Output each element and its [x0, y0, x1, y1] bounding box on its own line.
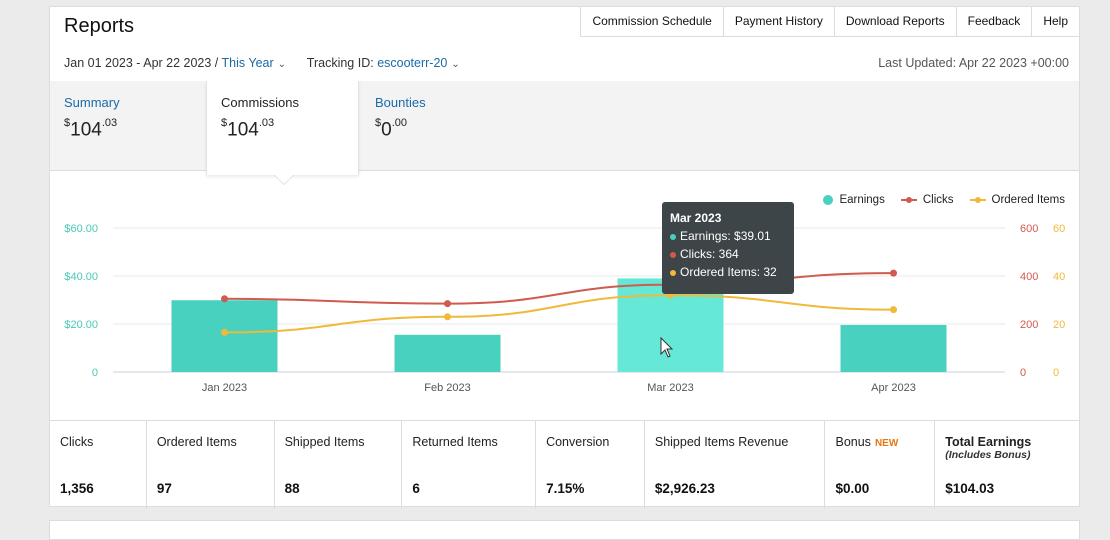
stat-shipped-items: Shipped Items 88	[275, 421, 403, 509]
next-panel	[49, 520, 1080, 540]
tooltip-title: Mar 2023	[670, 211, 722, 225]
nav-help[interactable]: Help	[1031, 7, 1079, 37]
mouse-cursor-icon	[660, 336, 674, 358]
y-right-ordered-tick-label: 60	[1053, 223, 1065, 235]
date-range: Jan 01 2023 - Apr 22 2023 /	[64, 56, 219, 70]
y-left-tick-label: 0	[92, 367, 98, 379]
period-dropdown[interactable]: This Year ⌄	[222, 56, 287, 70]
earnings-chart: 0 $20.00 $40.00 $60.00 0 200 400 600 0 20 40 60 Jan …	[64, 223, 1065, 394]
tracking-id-dropdown[interactable]: escooterr-20 ⌄	[377, 56, 460, 70]
tracking-id-label: Tracking ID:	[306, 56, 374, 70]
ordered-items-point	[890, 306, 897, 314]
earnings-dot-icon	[823, 195, 834, 205]
clicks-point	[890, 269, 897, 277]
y-left-tick-label: $40.00	[64, 271, 98, 283]
page-title: Reports	[64, 15, 135, 37]
ordered-items-point	[444, 313, 451, 321]
legend-clicks[interactable]: Clicks	[900, 194, 954, 206]
ordered-line-icon	[969, 197, 986, 203]
tab-summary[interactable]: Summary $104.03	[50, 81, 206, 171]
nav-commission-schedule[interactable]: Commission Schedule	[580, 7, 723, 37]
tracking-id-value: escooterr-20	[377, 56, 448, 70]
report-tabs: Summary $104.03 Commissions $104.03 Boun…	[50, 81, 1079, 175]
stat-ordered-items: Ordered Items 97	[147, 421, 275, 509]
earnings-bar	[171, 300, 278, 372]
tooltip-earnings: Earnings: $39.01	[670, 229, 786, 243]
x-tick-label: Apr 2023	[871, 382, 916, 394]
y-left-tick-label: $20.00	[64, 319, 98, 331]
tooltip-clicks: Clicks: 364	[670, 247, 786, 261]
nav-payment-history[interactable]: Payment History	[722, 7, 834, 37]
tab-bounties[interactable]: Bounties $0.00	[361, 81, 511, 171]
filters-row: Jan 01 2023 - Apr 22 2023 / This Year ⌄ T…	[64, 56, 460, 70]
new-badge: NEW	[874, 438, 899, 449]
chart-legend: Earnings Clicks Ordered Items	[823, 194, 1065, 206]
x-tick-label: Jan 2023	[202, 382, 247, 394]
earnings-bar	[840, 324, 947, 372]
chevron-down-icon: ⌄	[277, 59, 287, 70]
tab-amount: $104.03	[221, 117, 275, 141]
legend-earnings[interactable]: Earnings	[823, 194, 885, 206]
earnings-bar	[394, 334, 501, 372]
stats-row: Clicks 1,356 Ordered Items 97 Shipped Item…	[50, 420, 1079, 509]
nav-download-reports[interactable]: Download Reports	[833, 7, 956, 37]
y-right-clicks-tick-label: 400	[1020, 271, 1038, 283]
stat-total-earnings: Total Earnings (Includes Bonus) $104.03	[945, 435, 1032, 496]
tab-label: Bounties	[375, 95, 426, 110]
y-right-clicks-tick-label: 200	[1020, 319, 1038, 331]
y-right-ordered-tick-label: 0	[1053, 367, 1059, 379]
last-updated: Last Updated: Apr 22 2023 +00:00	[878, 56, 1069, 70]
stat-shipped-revenue: Shipped Items Revenue $2,926.23	[645, 421, 826, 509]
ordered-items-point	[221, 328, 228, 336]
y-right-ordered-tick-label: 40	[1053, 271, 1065, 283]
y-right-clicks-tick-label: 600	[1020, 223, 1038, 235]
nav-feedback[interactable]: Feedback	[955, 7, 1032, 37]
ordered-items-line	[224, 294, 894, 334]
stat-conversion: Conversion 7.15%	[536, 421, 645, 509]
legend-ordered-items[interactable]: Ordered Items	[969, 194, 1065, 206]
y-right-ordered-tick-label: 20	[1053, 319, 1065, 331]
reports-panel: Reports Commission Schedule Payment Hist…	[49, 6, 1080, 509]
clicks-point	[444, 300, 451, 308]
y-left-tick-label: $60.00	[64, 223, 98, 235]
chart-tooltip: Mar 2023 Earnings: $39.01 Clicks: 364 Or…	[662, 202, 794, 294]
stat-clicks: Clicks 1,356	[50, 421, 147, 509]
tab-amount: $0.00	[375, 117, 407, 141]
stat-returned-items: Returned Items 6	[402, 421, 537, 509]
chevron-down-icon: ⌄	[451, 59, 460, 70]
tab-label: Summary	[64, 95, 120, 110]
tooltip-ordered: Ordered Items: 32	[670, 265, 786, 279]
tab-amount: $104.03	[64, 117, 118, 141]
x-tick-label: Feb 2023	[424, 382, 470, 394]
top-nav: Commission Schedule Payment History Down…	[580, 7, 1079, 37]
x-tick-label: Mar 2023	[647, 382, 693, 394]
tab-label: Commissions	[221, 95, 300, 110]
stat-bonus: Bonus NEW $0.00	[825, 421, 936, 509]
y-right-clicks-tick-label: 0	[1020, 367, 1026, 379]
clicks-line-icon	[900, 197, 917, 203]
clicks-point	[221, 295, 228, 303]
period-label: This Year	[221, 56, 274, 70]
tab-commissions[interactable]: Commissions $104.03	[206, 81, 359, 175]
active-tab-pointer-fill	[275, 175, 293, 184]
